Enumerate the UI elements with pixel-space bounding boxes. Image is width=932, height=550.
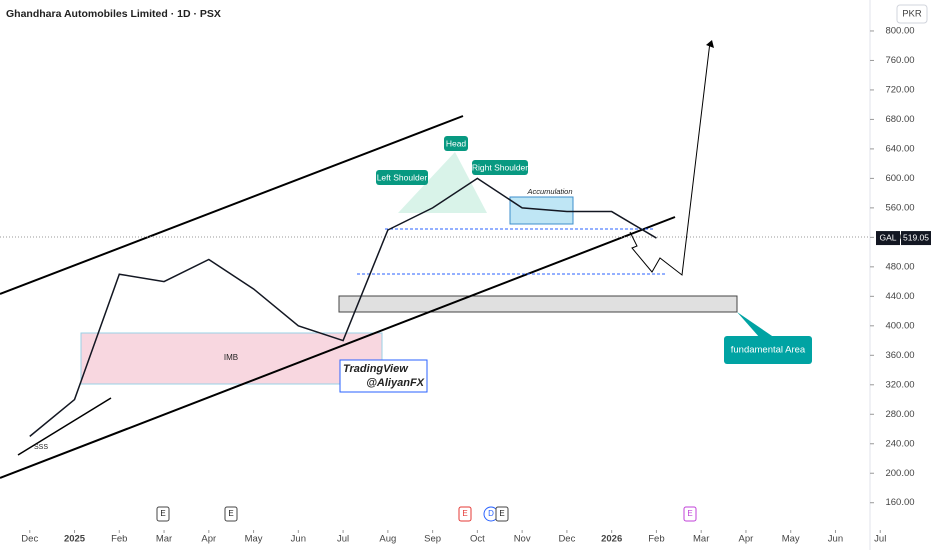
left-shoulder: Left Shoulder — [377, 172, 428, 182]
y-tick-label: 600.00 — [885, 173, 914, 184]
y-tick-label: 720.00 — [885, 84, 914, 95]
x-tick-label: Jul — [337, 534, 349, 545]
y-tick-label: 360.00 — [885, 350, 914, 361]
trendline — [17, 397, 112, 456]
label-box — [472, 160, 528, 175]
currency: PKR — [902, 9, 922, 20]
event — [495, 506, 509, 522]
x-tick-label: Feb — [648, 534, 664, 545]
callout-tail — [737, 312, 775, 338]
y-tick-label: 320.00 — [885, 379, 914, 390]
x-tick-label: Oct — [470, 534, 485, 545]
y-tick-label: 200.00 — [885, 468, 914, 479]
event-label: E — [228, 509, 233, 518]
y-tick-label: 800.00 — [885, 25, 914, 36]
event-label: E — [160, 509, 165, 518]
x-tick-label: Mar — [156, 534, 172, 545]
event — [224, 506, 238, 522]
x-tick-label: Jun — [828, 534, 843, 545]
head: Head — [446, 138, 467, 148]
label-box — [376, 170, 428, 185]
x-tick-label: Mar — [693, 534, 709, 545]
event — [683, 506, 697, 522]
x-tick-label: Jul — [874, 534, 886, 545]
labels: Left Shoulder Head Right Shoulder Accumu… — [34, 136, 812, 522]
imb-label: IMB — [224, 353, 238, 362]
projection — [629, 41, 711, 276]
y-tick-label: 280.00 — [885, 409, 914, 420]
price-tag-name — [876, 231, 900, 246]
last-price: 519.05 — [903, 232, 929, 242]
y-tick-label: 760.00 — [885, 55, 914, 66]
hs-pattern — [398, 152, 487, 213]
x-tick-label: Apr — [739, 534, 754, 545]
y-tick-label: 440.00 — [885, 291, 914, 302]
series-name: GAL — [879, 232, 896, 242]
callout-box — [724, 336, 812, 364]
drawings: IMB — [0, 40, 870, 479]
channel-top — [0, 115, 464, 295]
accumulation: Accumulation — [526, 187, 572, 196]
event-label: D — [488, 509, 494, 518]
y-tick-label: 560.00 — [885, 202, 914, 213]
imb-zone — [80, 332, 383, 385]
right-shoulder: Right Shoulder — [472, 162, 528, 172]
channel-bottom — [0, 216, 676, 479]
y-tick-label: 400.00 — [885, 320, 914, 331]
x-tick-label: 2025 — [64, 534, 86, 545]
x-tick-label: Aug — [379, 534, 396, 545]
accumulation-zone — [509, 196, 574, 225]
fundamental-zone — [338, 295, 738, 313]
x-tick-label: Nov — [514, 534, 531, 545]
x-tick-label: May — [782, 534, 800, 545]
x-tick-label: Feb — [111, 534, 127, 545]
price-tag — [901, 231, 931, 246]
watermark: TradingView — [343, 363, 409, 375]
y-tick-label: 680.00 — [885, 114, 914, 125]
y-tick-label: 240.00 — [885, 438, 914, 449]
y-tick-label: 480.00 — [885, 261, 914, 272]
fundamental-label: fundamental Area — [731, 345, 806, 356]
x-tick-label: May — [245, 534, 263, 545]
event-label: E — [499, 509, 504, 518]
event — [156, 506, 170, 522]
y-tick-label: 160.00 — [885, 497, 914, 508]
author: @AliyanFX — [366, 377, 424, 389]
y-tick-label: 640.00 — [885, 143, 914, 154]
x-tick-label: Dec — [21, 534, 38, 545]
event-label: E — [687, 509, 692, 518]
watermark-box — [339, 359, 428, 393]
x-tick-label: Sep — [424, 534, 441, 545]
event-label: E — [462, 509, 467, 518]
event — [458, 506, 472, 522]
chart-title: Ghandhara Automobiles Limited · 1D · PSX — [6, 8, 221, 20]
arrow-head — [706, 40, 714, 48]
sss: SSS — [34, 444, 48, 451]
label-box — [444, 136, 468, 151]
x-tick-label: Dec — [558, 534, 575, 545]
currency-box — [896, 4, 928, 24]
x-tick-label: Apr — [201, 534, 216, 545]
price-line — [29, 177, 657, 437]
x-tick-label: 2026 — [601, 534, 622, 545]
x-tick-label: Jun — [291, 534, 306, 545]
